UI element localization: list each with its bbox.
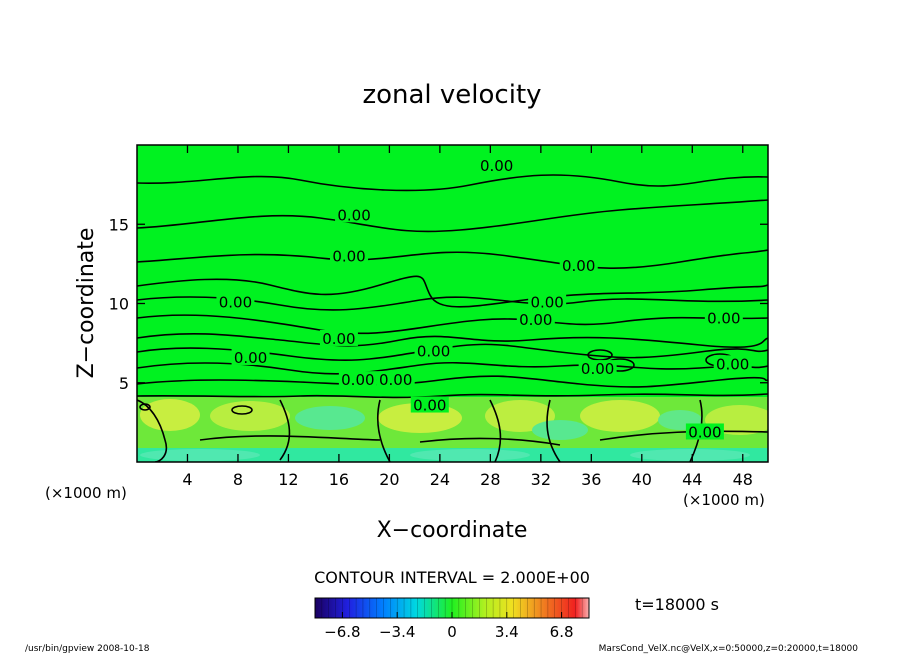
contour-label-bg	[704, 309, 743, 326]
contour-label: 0.00	[322, 330, 355, 348]
bottom-patch	[140, 449, 260, 461]
contour-label-bg	[516, 310, 555, 327]
contour-label-bg	[414, 342, 453, 359]
colorbar-tick-label: 3.4	[495, 623, 519, 641]
contour-label-bg	[685, 423, 724, 440]
contour-label-bg	[319, 329, 358, 346]
contour-label: 0.00	[341, 371, 374, 389]
contour-label-bg	[713, 355, 752, 372]
contour-label-bg	[335, 206, 374, 223]
x-axis: 4 8 12 16 20 24 28 32 36 40 44 48	[182, 145, 753, 489]
x-tick-label: 36	[581, 470, 601, 489]
footer-right: MarsCond_VelX.nc@VelX,x=0:50000,z=0:2000…	[599, 644, 859, 654]
positive-patch	[210, 401, 290, 431]
contour-label-bg	[330, 247, 369, 264]
chart-title: zonal velocity	[362, 80, 541, 110]
x-tick-label: 4	[182, 470, 192, 489]
positive-patch	[140, 399, 200, 431]
x-tick-label: 40	[632, 470, 652, 489]
x-tick-label: 16	[329, 470, 349, 489]
x-axis-label: X−coordinate	[377, 518, 528, 543]
colorbar-ticks: −6.8 −3.4 0 3.4 6.8	[321, 598, 583, 641]
contour-labels: 0.000.000.000.000.00 0.000.00 0.000.000.00…	[216, 157, 752, 441]
colorbar-tick-label: 0	[447, 623, 457, 641]
contour-label-bg	[559, 257, 598, 274]
contour-label-bg	[410, 396, 449, 413]
bottom-patch	[630, 449, 750, 461]
x-tick-label: 12	[278, 470, 298, 489]
plot-area: 0.000.000.000.000.00 0.000.00 0.000.000.00…	[137, 145, 768, 462]
y-tick-label: 10	[109, 295, 129, 314]
contour-label-bg	[477, 157, 516, 174]
colorbar-tick-label: −6.8	[324, 623, 360, 641]
contour-label-bg	[376, 371, 415, 388]
time-label: t=18000 s	[635, 595, 719, 614]
contour-label: 0.00	[219, 294, 252, 312]
footer-left: /usr/bin/gpview 2008-10-18	[25, 644, 150, 654]
contour-label: 0.00	[337, 206, 370, 224]
x-unit-left: (×1000 m)	[45, 484, 127, 502]
colorbar-tick-label: −3.4	[379, 623, 415, 641]
contour-label: 0.00	[562, 257, 595, 275]
x-tick-label: 48	[733, 470, 753, 489]
negative-patch	[295, 406, 365, 430]
contour-label: 0.00	[480, 157, 513, 175]
contour-label-bg	[216, 293, 255, 310]
contour-label: 0.00	[332, 248, 365, 266]
y-tick-label: 5	[119, 374, 129, 393]
contour-label-bg	[528, 293, 567, 310]
contour-label: 0.00	[234, 349, 267, 367]
y-axis-label: Z−coordinate	[74, 228, 99, 379]
contour-label: 0.00	[413, 397, 446, 415]
contour-label: 0.00	[716, 355, 749, 373]
contour-interval: CONTOUR INTERVAL = 2.000E+00	[314, 568, 590, 587]
negative-patch	[532, 420, 588, 440]
bottom-patch	[410, 449, 530, 461]
contour-label-bg	[338, 371, 377, 388]
contour-label: 0.00	[530, 294, 563, 312]
contour-label: 0.00	[417, 343, 450, 361]
contour-label: 0.00	[707, 309, 740, 327]
colorbar: −6.8 −3.4 0 3.4 6.8	[314, 597, 590, 641]
x-tick-label: 24	[430, 470, 450, 489]
contour-label: 0.00	[581, 360, 614, 378]
x-tick-label: 28	[480, 470, 500, 489]
contour-label-bg	[578, 360, 617, 377]
contour-label: 0.00	[519, 311, 552, 329]
colorbar-tick-label: 6.8	[550, 623, 574, 641]
y-axis: 5 10 15	[109, 215, 768, 393]
x-tick-label: 20	[379, 470, 399, 489]
positive-patch	[580, 400, 660, 432]
positive-patch	[485, 400, 555, 432]
x-tick-label: 44	[682, 470, 702, 489]
x-tick-label: 8	[233, 470, 243, 489]
x-tick-label: 32	[531, 470, 551, 489]
x-unit-right: (×1000 m)	[683, 491, 765, 509]
y-tick-label: 15	[109, 215, 129, 234]
contour-label-bg	[231, 348, 270, 365]
contour-label: 0.00	[379, 371, 412, 389]
contour-label: 0.00	[688, 423, 721, 441]
